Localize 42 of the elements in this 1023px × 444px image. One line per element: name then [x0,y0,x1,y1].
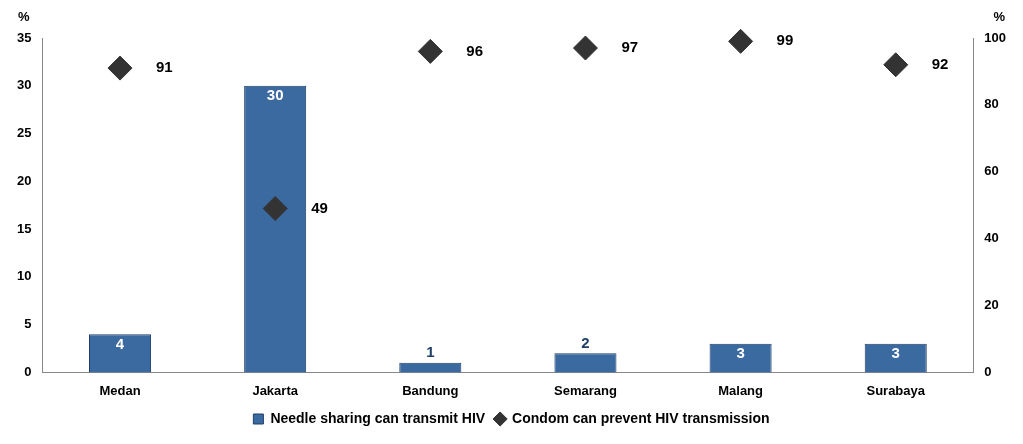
point [107,55,133,81]
data-label: 3 [736,344,745,362]
y-tick-label: 10 [16,268,32,284]
point [417,38,443,64]
y2-axis-title: % [993,9,1006,25]
x-tick-label: Medan [99,382,141,398]
data-label: 99 [776,31,794,49]
data-label: 97 [621,38,639,56]
point [262,196,288,222]
y2-tick-label: 100 [984,29,1007,45]
x-tick-label: Surabaya [866,382,926,398]
data-label: 96 [466,41,483,59]
y-tick-label: 35 [16,29,32,45]
y2-tick-label: 40 [984,230,999,246]
x-tick-label: Malang [718,382,764,398]
x-tick-label: Bandung [402,382,459,398]
data-label: 49 [311,198,328,216]
data-label: 30 [266,86,284,104]
point [728,28,754,54]
data-label: 1 [426,343,435,361]
legend-label: Condom can prevent HIV transmission [512,409,770,426]
x-tick-label: Semarang [554,382,617,398]
y-tick-label: 30 [16,77,32,93]
y-tick-label: 5 [24,316,32,332]
data-label: 2 [581,333,590,351]
point [572,35,598,61]
legend-label: Needle sharing can transmit HIV [270,409,486,426]
y2-tick-label: 80 [984,96,999,112]
y-axis-title: % [18,9,30,25]
data-label: 92 [931,54,949,72]
y-tick-label: 0 [24,363,32,379]
data-label: 3 [891,344,900,362]
y2-tick-label: 0 [984,363,992,379]
y2-tick-label: 20 [984,297,999,313]
y-tick-label: 15 [16,220,32,236]
data-label: 91 [156,58,173,76]
data-label: 4 [115,334,125,352]
x-tick-label: Jakarta [252,382,299,398]
y2-tick-label: 60 [984,163,999,179]
point [883,52,909,78]
y-tick-label: 25 [16,125,32,141]
y-tick-label: 20 [16,172,32,188]
